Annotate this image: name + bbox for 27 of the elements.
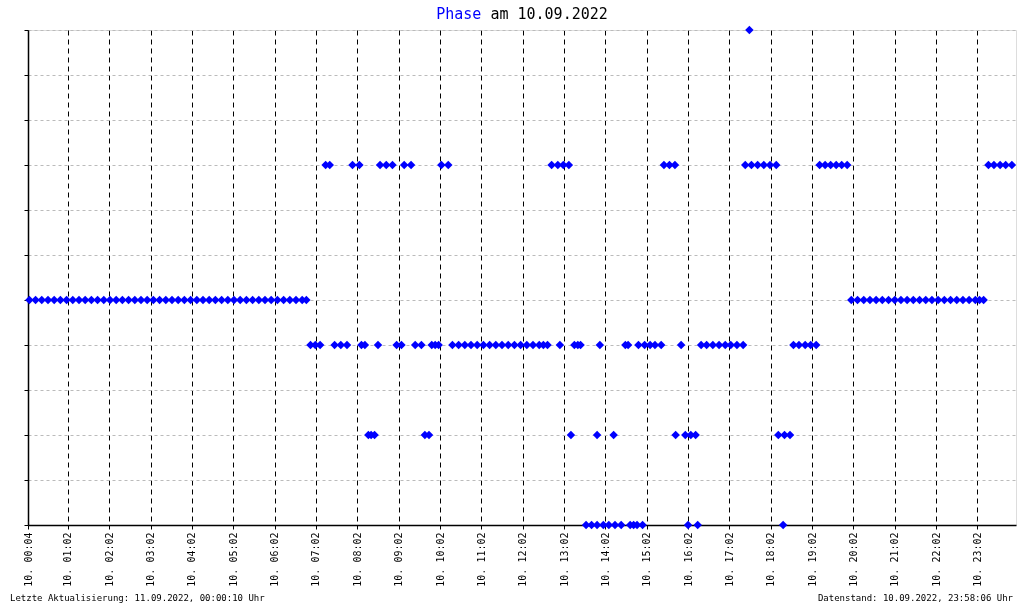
x-tick-label: 10. 01:02 bbox=[62, 532, 74, 587]
x-tick-label: 10. 19:02 bbox=[806, 532, 818, 587]
x-tick-label: 10. 17:02 bbox=[723, 532, 735, 587]
chart-title: Phase am 10.09.2022 bbox=[436, 5, 608, 23]
x-tick-label: 10. 08:02 bbox=[351, 532, 363, 587]
text: Datenstand: 10.09.2022, 23:58:06 Uhr bbox=[817, 593, 1014, 603]
x-tick-label: 10. 18:02 bbox=[765, 532, 777, 587]
x-tick-label: 10. 07:02 bbox=[310, 532, 322, 587]
x-tick-label: 10. 06:02 bbox=[269, 532, 281, 587]
x-tick-label: 10. 02:02 bbox=[103, 532, 115, 587]
x-tick-label: 10. 14:02 bbox=[599, 532, 611, 587]
text: Letzte Aktualisierung: 11.09.2022, 00:00:10 Uhr bbox=[10, 593, 266, 603]
x-tick-label: 10. 12:02 bbox=[517, 532, 529, 587]
x-tick-label: 10. 09:02 bbox=[393, 532, 405, 587]
x-tick-label: 10. 23:02 bbox=[971, 532, 983, 587]
x-tick-label: 10. 11:02 bbox=[475, 532, 487, 587]
x-tick-label: 10. 03:02 bbox=[145, 532, 157, 587]
x-tick-label: 10. 05:02 bbox=[227, 532, 239, 587]
x-tick-label: 10. 10:02 bbox=[434, 532, 446, 587]
x-tick-label: 10. 16:02 bbox=[682, 532, 694, 587]
x-tick-label: 10. 20:02 bbox=[847, 532, 859, 587]
x-tick-label: 10. 04:02 bbox=[186, 532, 198, 587]
x-tick-label: 10. 13:02 bbox=[558, 532, 570, 587]
x-tick-label: 10. 00:04 bbox=[22, 532, 34, 587]
x-tick-label: 10. 22:02 bbox=[930, 532, 942, 587]
x-tick-label: 10. 15:02 bbox=[641, 532, 653, 587]
x-tick-label: 10. 21:02 bbox=[889, 532, 901, 587]
